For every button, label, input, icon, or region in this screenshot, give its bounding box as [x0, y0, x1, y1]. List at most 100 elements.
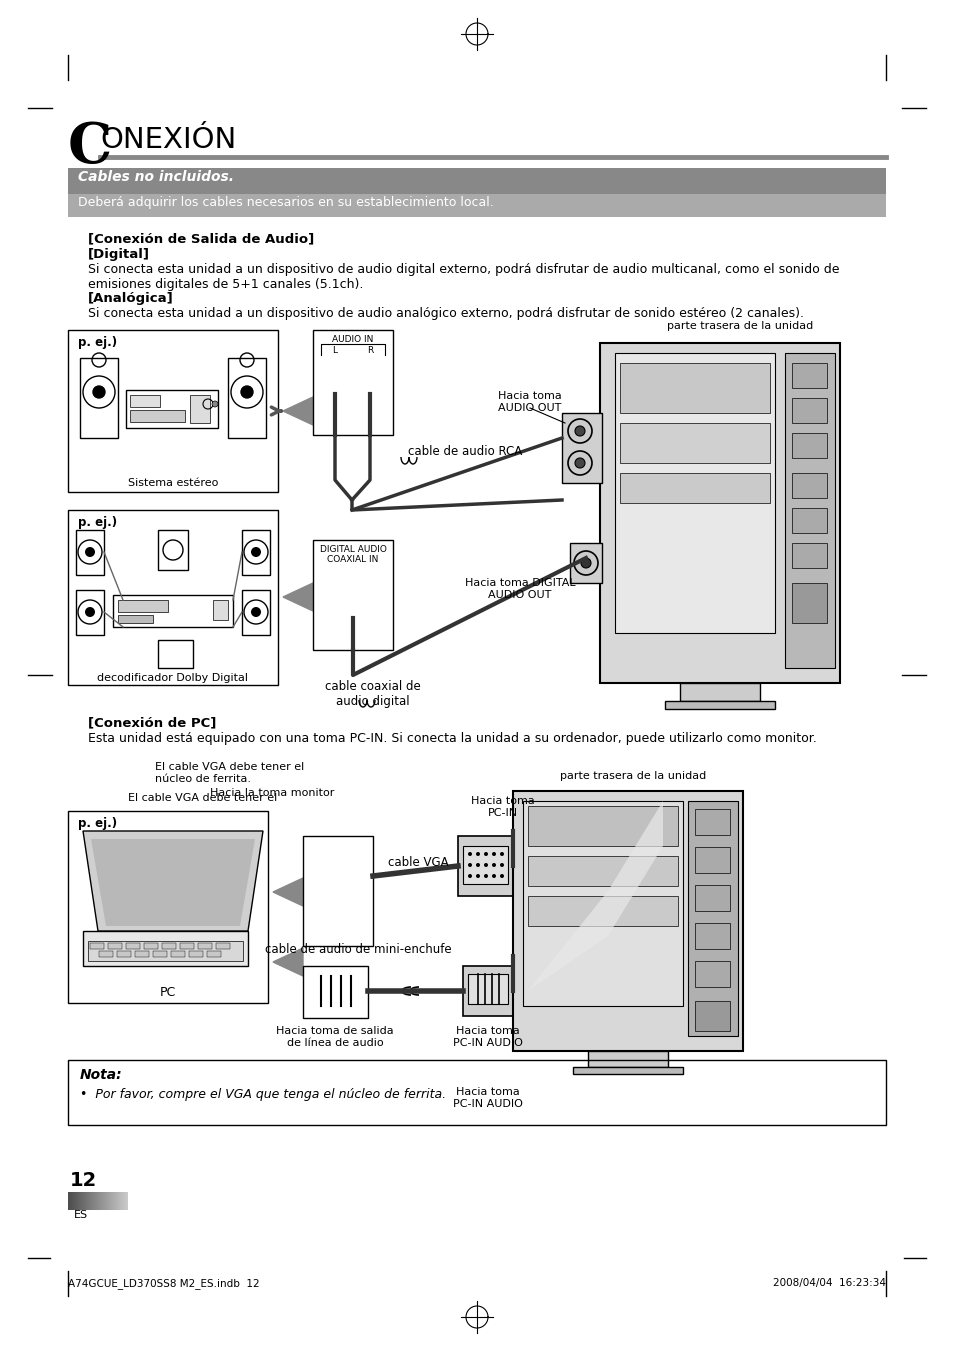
Text: El cable VGA debe tener el: El cable VGA debe tener el	[128, 793, 277, 802]
Circle shape	[355, 888, 360, 893]
Circle shape	[483, 863, 488, 867]
Text: 12: 12	[70, 1171, 97, 1190]
Bar	[158, 640, 193, 667]
Bar	[80, 358, 118, 438]
Bar	[784, 353, 834, 667]
Bar	[112, 594, 233, 627]
Polygon shape	[527, 801, 662, 992]
Text: [Conexión de PC]: [Conexión de PC]	[88, 716, 216, 730]
Bar	[228, 358, 266, 438]
Bar	[599, 343, 840, 684]
Circle shape	[315, 874, 320, 878]
Bar	[619, 363, 769, 413]
Bar	[68, 509, 277, 685]
Circle shape	[345, 901, 350, 907]
Circle shape	[92, 386, 105, 399]
Bar	[117, 951, 131, 957]
Bar	[85, 1192, 86, 1210]
Bar	[619, 473, 769, 503]
Bar	[74, 1192, 75, 1210]
Text: [Conexión de Salida de Audio]: [Conexión de Salida de Audio]	[88, 232, 314, 245]
Bar	[69, 1192, 70, 1210]
Circle shape	[212, 401, 218, 407]
Circle shape	[492, 863, 496, 867]
Bar	[68, 330, 277, 492]
Circle shape	[335, 888, 340, 893]
Circle shape	[241, 386, 253, 399]
Circle shape	[580, 558, 590, 567]
Text: Si conecta esta unidad a un dispositivo de audio analógico externo, podrá disfru: Si conecta esta unidad a un dispositivo …	[88, 307, 803, 320]
Circle shape	[85, 547, 95, 557]
Text: A74GCUE_LD370SS8 M2_ES.indb  12: A74GCUE_LD370SS8 M2_ES.indb 12	[68, 1278, 259, 1289]
Bar	[124, 1192, 125, 1210]
Circle shape	[468, 863, 472, 867]
Circle shape	[492, 852, 496, 857]
Circle shape	[335, 582, 371, 617]
Circle shape	[345, 888, 350, 893]
Bar	[98, 1192, 99, 1210]
Bar	[91, 1192, 92, 1210]
Bar	[82, 1192, 83, 1210]
Circle shape	[328, 372, 341, 385]
Bar	[127, 1192, 128, 1210]
Bar	[791, 363, 826, 388]
Text: Hacia toma DIGITAL
AUDIO OUT: Hacia toma DIGITAL AUDIO OUT	[464, 578, 575, 600]
Bar	[112, 1192, 113, 1210]
Text: Sistema estéreo: Sistema estéreo	[128, 478, 218, 488]
Bar	[81, 1192, 82, 1210]
Bar	[109, 1192, 110, 1210]
Bar	[561, 413, 601, 484]
Bar	[522, 801, 682, 1006]
Circle shape	[335, 901, 340, 907]
Bar	[687, 801, 738, 1036]
Bar	[242, 530, 270, 576]
Bar	[791, 543, 826, 567]
Text: Hacia toma de salida
de línea de audio: Hacia toma de salida de línea de audio	[276, 1025, 394, 1047]
Circle shape	[345, 874, 350, 878]
Bar	[152, 951, 167, 957]
Bar	[92, 1192, 94, 1210]
Text: El cable VGA debe tener el
núcleo de ferrita.: El cable VGA debe tener el núcleo de fer…	[154, 762, 304, 784]
Circle shape	[483, 874, 488, 878]
Bar	[213, 600, 228, 620]
Polygon shape	[273, 948, 303, 975]
Text: p. ej.): p. ej.)	[78, 516, 117, 530]
Text: AUDIO IN: AUDIO IN	[332, 335, 374, 345]
Bar	[135, 951, 149, 957]
Circle shape	[476, 863, 479, 867]
Bar	[171, 951, 185, 957]
Polygon shape	[283, 584, 313, 611]
Bar	[96, 1192, 97, 1210]
Circle shape	[483, 852, 488, 857]
Bar	[619, 423, 769, 463]
Bar	[76, 590, 104, 635]
Bar	[75, 1192, 76, 1210]
Bar	[117, 1192, 118, 1210]
Bar	[158, 530, 188, 570]
Bar	[695, 809, 729, 835]
Bar	[313, 540, 393, 650]
Circle shape	[468, 852, 472, 857]
Bar	[90, 1192, 91, 1210]
Bar	[303, 836, 373, 946]
Bar	[68, 1061, 885, 1125]
Bar	[311, 866, 365, 916]
Circle shape	[354, 362, 386, 394]
Circle shape	[325, 874, 330, 878]
Text: PC: PC	[160, 986, 176, 998]
Bar	[80, 1192, 81, 1210]
Circle shape	[499, 863, 503, 867]
Bar	[108, 1192, 109, 1210]
Bar	[118, 600, 168, 612]
Bar	[189, 951, 203, 957]
Bar	[130, 394, 160, 407]
Circle shape	[318, 362, 351, 394]
Bar	[102, 1192, 103, 1210]
Bar	[73, 1192, 74, 1210]
Text: Cables no incluidos.: Cables no incluidos.	[78, 170, 233, 184]
Bar	[513, 790, 742, 1051]
Circle shape	[575, 458, 584, 467]
Bar	[118, 615, 152, 623]
Bar	[76, 530, 104, 576]
Bar	[97, 1192, 98, 1210]
